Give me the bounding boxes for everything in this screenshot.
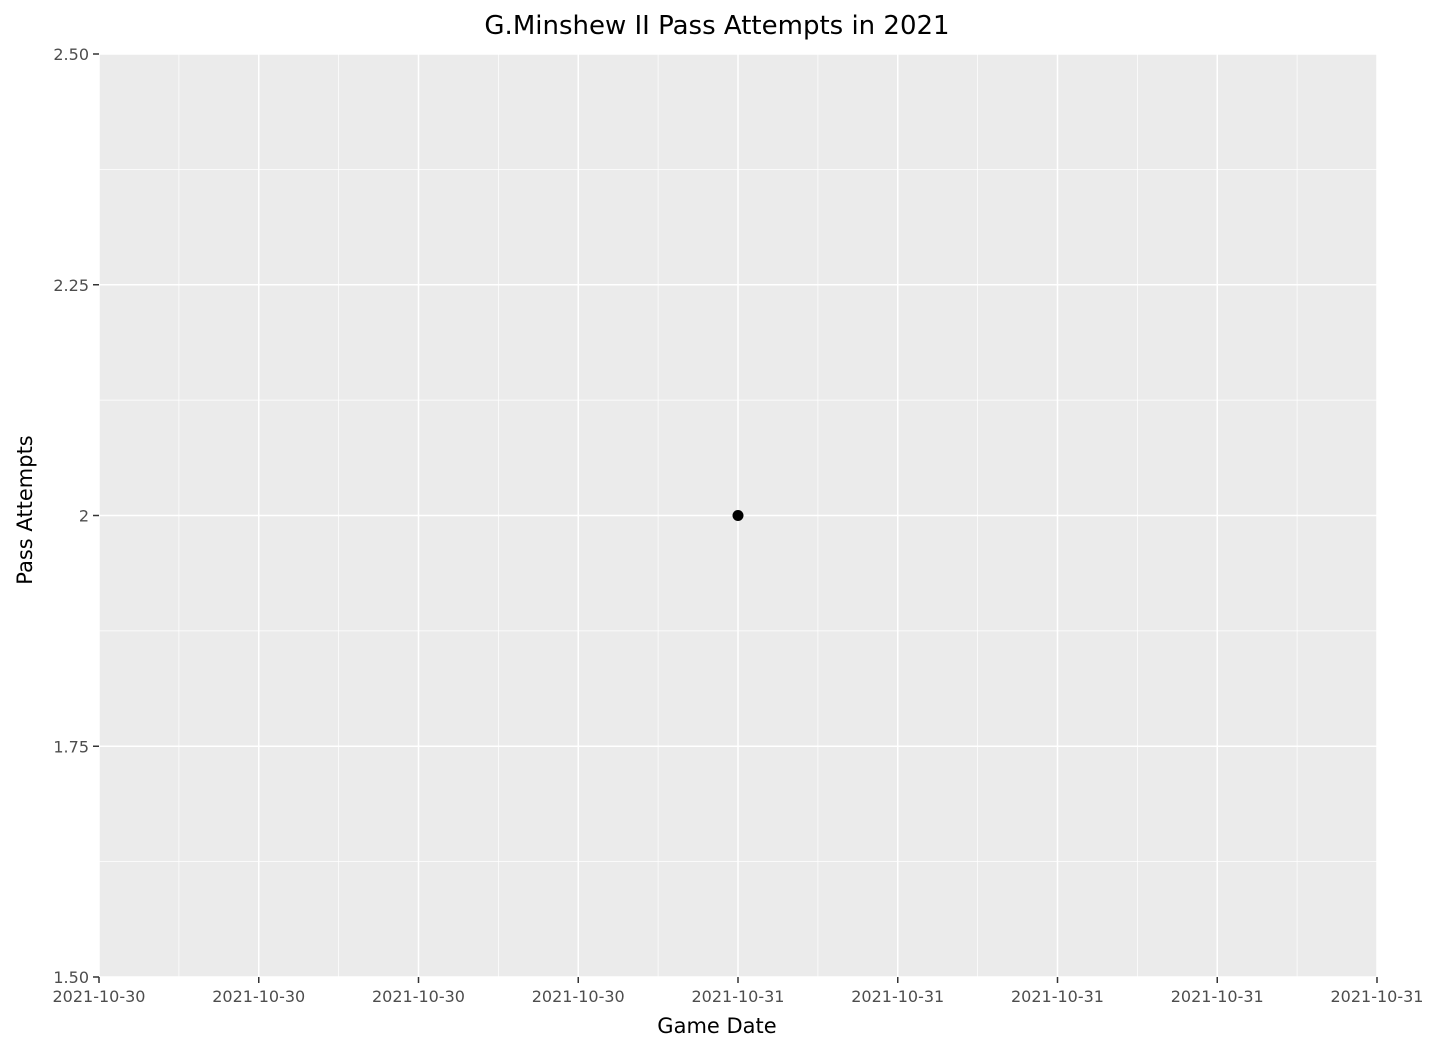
x-tick-label: 2021-10-31 — [851, 987, 944, 1006]
y-tick-label: 1.75 — [53, 737, 89, 756]
x-tick-label: 2021-10-30 — [372, 987, 465, 1006]
x-tick-label: 2021-10-31 — [1011, 987, 1104, 1006]
x-tick-label: 2021-10-31 — [692, 987, 785, 1006]
y-tick-label: 2 — [79, 507, 89, 526]
x-tick-label: 2021-10-30 — [53, 987, 146, 1006]
y-axis-title: Pass Attempts — [13, 435, 37, 585]
y-tick-label: 2.50 — [53, 45, 89, 64]
x-tick-label: 2021-10-30 — [532, 987, 625, 1006]
y-tick-label: 1.50 — [53, 968, 89, 987]
x-tick-label: 2021-10-31 — [1171, 987, 1264, 1006]
x-axis-title: Game Date — [657, 1014, 776, 1038]
x-tick-label: 2021-10-31 — [1331, 987, 1424, 1006]
data-point — [732, 510, 744, 521]
x-tick-label: 2021-10-30 — [212, 987, 305, 1006]
y-tick-label: 2.25 — [53, 276, 89, 295]
chart-title: G.Minshew II Pass Attempts in 2021 — [484, 11, 949, 41]
